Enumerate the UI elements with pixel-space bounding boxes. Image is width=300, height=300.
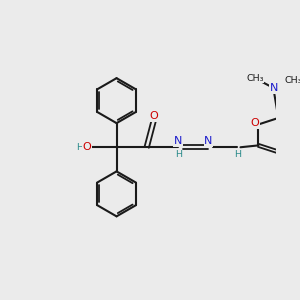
Text: CH₃: CH₃ <box>246 74 264 83</box>
Text: N: N <box>204 136 213 146</box>
Text: H: H <box>76 143 83 152</box>
Text: N: N <box>270 83 278 93</box>
Text: O: O <box>251 118 260 128</box>
Text: O: O <box>82 142 91 152</box>
Text: H: H <box>175 150 182 159</box>
Text: N: N <box>174 136 182 146</box>
Text: O: O <box>149 111 158 121</box>
Text: H: H <box>234 150 241 159</box>
Text: CH₃: CH₃ <box>285 76 300 85</box>
